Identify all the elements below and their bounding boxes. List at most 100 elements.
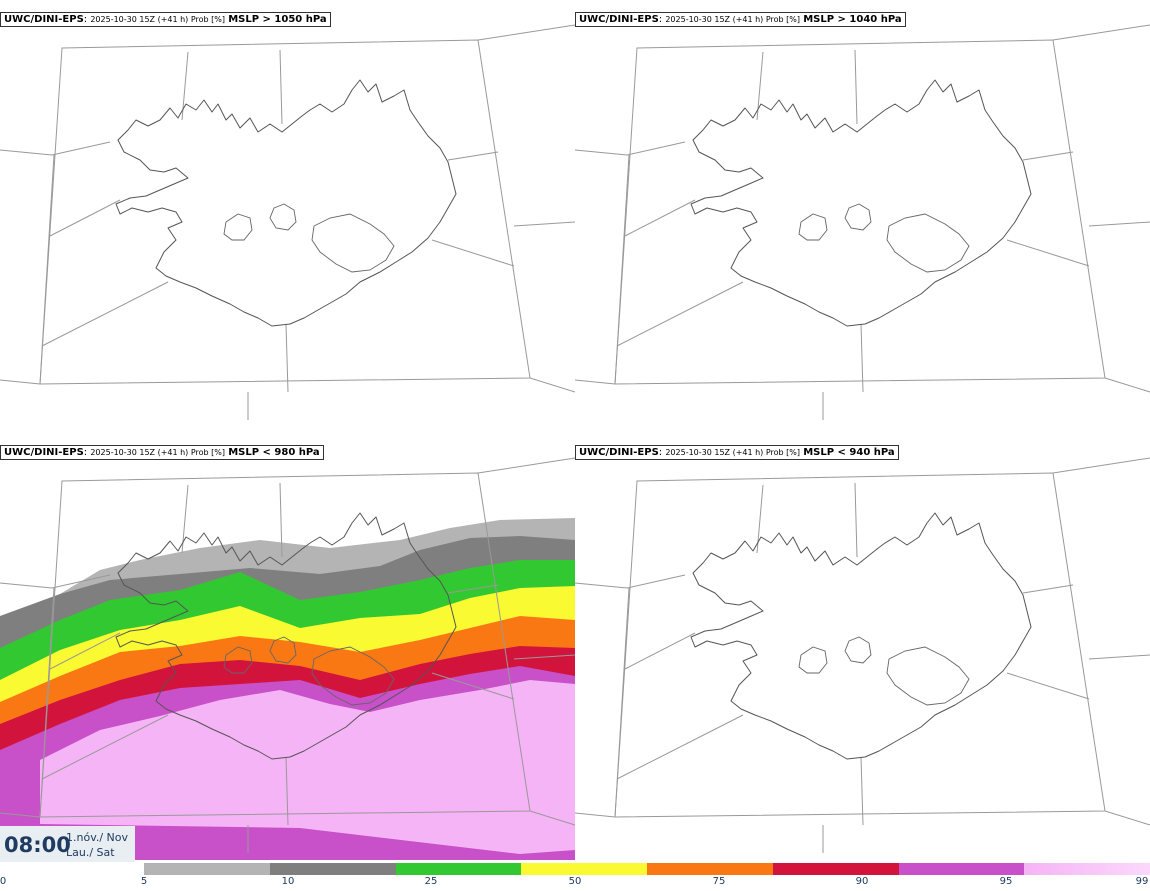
threshold-label: MSLP < 980 hPa [228, 447, 320, 458]
colorbar-tick-label: 50 [568, 876, 582, 887]
graticule-line [1006, 239, 1090, 267]
graticule-line [854, 49, 858, 125]
threshold-label: MSLP < 940 hPa [803, 447, 895, 458]
graticule-line [477, 24, 575, 41]
panel-title: UWC/DINI-EPS: 2025-10-30 15Z (+41 h) Pro… [575, 445, 899, 460]
colorbar-ticks: 0 5 10 25 50 75 90 95 99 [0, 876, 1150, 890]
model-name: UWC/DINI-EPS [579, 447, 659, 458]
glacier-outline [886, 213, 970, 273]
coastline [690, 79, 1032, 327]
graticule-line [575, 379, 616, 385]
graticule-line [1088, 221, 1150, 227]
threshold-label: MSLP > 1040 hPa [803, 14, 902, 25]
graticule-line [49, 632, 121, 670]
graticule-line [1022, 584, 1074, 594]
graticule-line [431, 672, 515, 700]
graticule-line [39, 39, 531, 385]
probability-colorbar [144, 863, 1150, 875]
glacier-outline [886, 646, 970, 706]
graticule-line [1104, 377, 1150, 393]
map-panel-mslp-gt-1050: UWC/DINI-EPS: 2025-10-30 15Z (+41 h) Pro… [0, 0, 575, 430]
glacier-outline [798, 213, 828, 241]
run-info: 2025-10-30 15Z (+41 h) Prob [%] [90, 448, 226, 457]
coastline [115, 79, 457, 327]
graticule-line [41, 281, 169, 347]
map-canvas [575, 24, 1150, 420]
colorbar-tick-label: 75 [712, 876, 726, 887]
colorbar-tick-label: 10 [281, 876, 295, 887]
valid-date-line2: Lau./ Sat [66, 846, 115, 859]
graticule-line [0, 574, 111, 589]
colorbar-segment [521, 863, 647, 875]
graticule-line [39, 154, 55, 385]
graticule-line [575, 574, 686, 589]
graticule-line [575, 812, 616, 818]
colorbar-segment [395, 863, 522, 875]
colorbar-tick-label: 25 [424, 876, 438, 887]
valid-date: 1.nóv./ Nov Lau./ Sat [66, 830, 128, 860]
graticule-line [624, 632, 696, 670]
graticule-line [0, 379, 41, 385]
probability-band [40, 680, 575, 854]
colorbar-segment [647, 863, 773, 875]
colorbar-tick-label: 99 [1135, 876, 1149, 887]
graticule-line [860, 756, 864, 826]
threshold-label: MSLP > 1050 hPa [228, 14, 327, 25]
graticule-line [614, 39, 1106, 385]
graticule-line [285, 323, 289, 393]
graticule-line [616, 281, 744, 347]
run-info: 2025-10-30 15Z (+41 h) Prob [%] [90, 15, 226, 24]
glacier-outline [844, 636, 872, 664]
graticule-line [41, 714, 169, 780]
map-panel-mslp-lt-980: UWC/DINI-EPS: 2025-10-30 15Z (+41 h) Pro… [0, 433, 575, 863]
graticule-line [49, 199, 121, 237]
graticule-line [614, 472, 1106, 818]
graticule-line [616, 714, 744, 780]
graticule-line [0, 812, 41, 818]
graticule-line [529, 377, 575, 393]
colorbar-tick-label: 0 [0, 876, 7, 887]
graticule-line [1052, 457, 1150, 474]
glacier-outline [311, 213, 395, 273]
graticule-line [447, 584, 499, 594]
graticule-line [477, 457, 575, 474]
graticule-line [1088, 654, 1150, 660]
graticule-line [854, 482, 858, 558]
graticule-line [513, 221, 575, 227]
glacier-outline [269, 636, 297, 664]
valid-time: 08:00 [4, 833, 71, 857]
graticule-line [431, 239, 515, 267]
graticule-line [614, 154, 630, 385]
model-name: UWC/DINI-EPS [579, 14, 659, 25]
graticule-line [575, 141, 686, 156]
graticule-line [624, 199, 696, 237]
graticule-line [1022, 151, 1074, 161]
panel-title: UWC/DINI-EPS: 2025-10-30 15Z (+41 h) Pro… [0, 12, 331, 27]
glacier-outline [844, 203, 872, 231]
colorbar-tick-label: 90 [855, 876, 869, 887]
graticule-line [447, 151, 499, 161]
graticule-line [279, 49, 283, 125]
graticule-line [529, 810, 575, 826]
graticule-line [0, 141, 111, 156]
map-panel-mslp-gt-1040: UWC/DINI-EPS: 2025-10-30 15Z (+41 h) Pro… [575, 0, 1150, 430]
glacier-outline [269, 203, 297, 231]
coastline [115, 512, 457, 760]
colorbar-segment [269, 863, 396, 875]
glacier-outline [311, 646, 395, 706]
graticule-line [1006, 672, 1090, 700]
graticule-line [860, 323, 864, 393]
glacier-outline [798, 646, 828, 674]
colorbar-segment [1024, 863, 1150, 875]
graticule-line [1052, 24, 1150, 41]
graticule-line [279, 482, 283, 558]
graticule-line [1104, 810, 1150, 826]
colorbar-segment [898, 863, 1025, 875]
colorbar-segment [772, 863, 899, 875]
map-panel-mslp-lt-940: UWC/DINI-EPS: 2025-10-30 15Z (+41 h) Pro… [575, 433, 1150, 863]
coastline [690, 512, 1032, 760]
panel-title: UWC/DINI-EPS: 2025-10-30 15Z (+41 h) Pro… [575, 12, 906, 27]
map-canvas [0, 457, 575, 860]
valid-time-box: 08:00 1.nóv./ Nov Lau./ Sat [0, 826, 135, 862]
graticule-line [614, 587, 630, 818]
